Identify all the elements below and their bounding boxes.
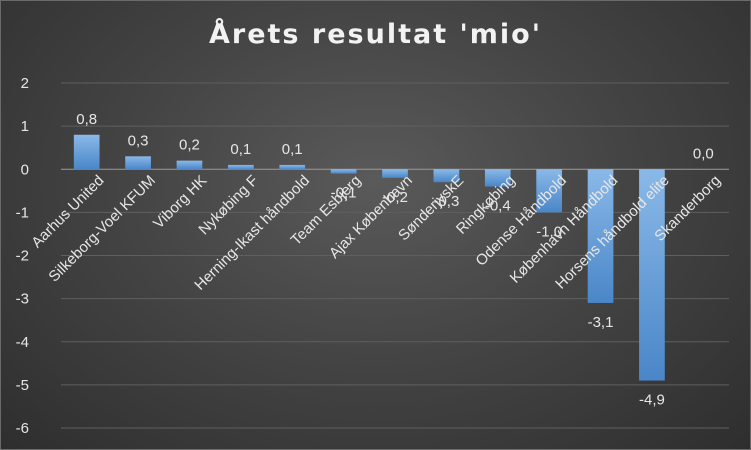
bar [125,156,151,170]
bar [228,164,254,170]
bar [536,169,562,213]
data-label: 0,2 [179,137,200,154]
data-label: 0,1 [282,141,303,158]
y-tick-label: -4 [16,334,29,351]
y-tick-label: -1 [16,204,29,221]
y-tick-label: 2 [21,75,29,92]
y-tick-label: -5 [16,377,29,394]
bar [73,134,100,170]
data-label: -3,1 [588,314,614,331]
bar [176,160,203,170]
data-label: 0,0 [693,145,714,162]
bar [382,169,408,178]
y-tick-label: -3 [16,291,29,308]
y-tick-label: 1 [21,118,29,135]
bar [639,169,665,381]
bar [433,169,460,183]
y-tick-label: -6 [16,420,29,437]
data-label: -0,3 [433,193,459,210]
data-label: -0,2 [382,189,408,206]
category-label: Odense Håndbold [472,172,570,270]
chart-title: Årets resultat 'mio' [209,19,542,50]
bar [279,164,306,170]
bar [330,169,357,174]
data-label: 0,8 [76,111,97,128]
y-tick-label: 0 [21,161,29,178]
bar [587,169,614,303]
data-label: -4,9 [639,392,665,409]
data-label: 0,3 [128,132,149,149]
y-tick-label: -2 [16,248,29,265]
data-label: -0,1 [331,185,357,202]
data-label: -1,0 [536,223,562,240]
data-label: 0,1 [230,141,251,158]
bar [484,169,511,187]
data-label: -0,4 [485,198,511,215]
